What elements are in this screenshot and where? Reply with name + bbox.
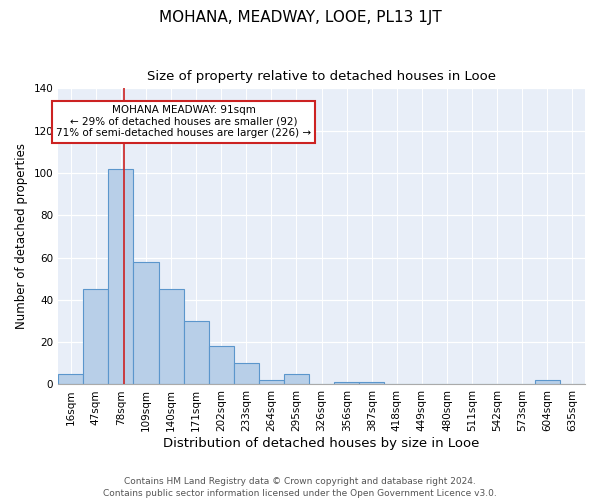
Bar: [109, 168, 133, 384]
Bar: [58, 374, 83, 384]
Bar: [83, 290, 109, 384]
Bar: [334, 382, 359, 384]
Bar: [259, 380, 284, 384]
Bar: [209, 346, 234, 385]
Text: MOHANA, MEADWAY, LOOE, PL13 1JT: MOHANA, MEADWAY, LOOE, PL13 1JT: [158, 10, 442, 25]
Bar: [535, 380, 560, 384]
Bar: [359, 382, 385, 384]
Text: MOHANA MEADWAY: 91sqm
← 29% of detached houses are smaller (92)
71% of semi-deta: MOHANA MEADWAY: 91sqm ← 29% of detached …: [56, 106, 311, 138]
Bar: [284, 374, 309, 384]
Title: Size of property relative to detached houses in Looe: Size of property relative to detached ho…: [147, 70, 496, 83]
Bar: [133, 262, 158, 384]
Bar: [184, 321, 209, 384]
Bar: [234, 364, 259, 384]
Text: Contains HM Land Registry data © Crown copyright and database right 2024.
Contai: Contains HM Land Registry data © Crown c…: [103, 476, 497, 498]
Bar: [158, 290, 184, 384]
Y-axis label: Number of detached properties: Number of detached properties: [15, 144, 28, 330]
X-axis label: Distribution of detached houses by size in Looe: Distribution of detached houses by size …: [163, 437, 480, 450]
